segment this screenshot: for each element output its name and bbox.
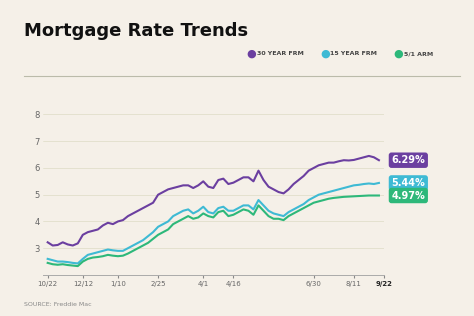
Text: 30 YEAR FRM: 30 YEAR FRM xyxy=(257,51,304,56)
Text: SOURCE: Freddie Mac: SOURCE: Freddie Mac xyxy=(24,301,91,307)
Text: 6.29%: 6.29% xyxy=(392,155,425,165)
Text: ●: ● xyxy=(393,49,403,59)
Text: ●: ● xyxy=(246,49,256,59)
Text: 5/1 ARM: 5/1 ARM xyxy=(404,51,433,56)
Text: Mortgage Rate Trends: Mortgage Rate Trends xyxy=(24,22,248,40)
Text: ●: ● xyxy=(320,49,330,59)
Text: 5.44%: 5.44% xyxy=(392,178,425,188)
Text: 4.97%: 4.97% xyxy=(392,191,425,201)
Text: 15 YEAR FRM: 15 YEAR FRM xyxy=(330,51,377,56)
